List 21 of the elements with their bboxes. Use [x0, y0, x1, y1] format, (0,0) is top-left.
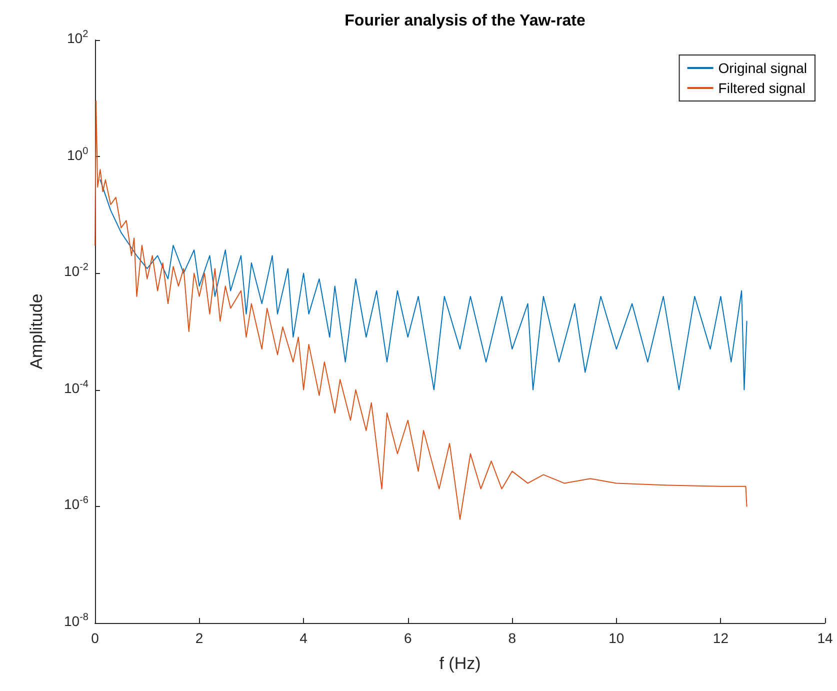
x-tick-label: 8	[508, 630, 516, 646]
y-tick-label: 10$^{-4}$	[64, 378, 88, 396]
x-tick-label: 2	[195, 630, 204, 646]
legend-label: Filtered signal	[718, 80, 806, 96]
line-series	[94, 100, 748, 520]
x-axis-title: f (Hz)	[439, 654, 481, 673]
y-axis-title: Amplitude	[27, 294, 46, 370]
x-tick-label: 12	[712, 630, 729, 646]
x-tick-label: 6	[404, 630, 412, 646]
x-tick-label: 10	[608, 630, 624, 646]
y-tick-label: 10$^{0}$	[67, 146, 88, 163]
y-tick-label: 10$^{-2}$	[64, 262, 88, 280]
x-tick-label: 14	[817, 630, 833, 646]
line-series	[100, 179, 748, 390]
legend-label: Original signal	[718, 60, 808, 76]
x-tick-label: 0	[91, 630, 100, 646]
x-tick-label: 4	[300, 630, 308, 646]
chart-title: Fourier analysis of the Yaw-rate	[344, 12, 586, 30]
y-tick-label: 10$^{-6}$	[64, 495, 88, 512]
y-tick-label: 10$^{-8}$	[64, 612, 88, 629]
y-tick-label: 10$^{2}$	[67, 29, 88, 46]
